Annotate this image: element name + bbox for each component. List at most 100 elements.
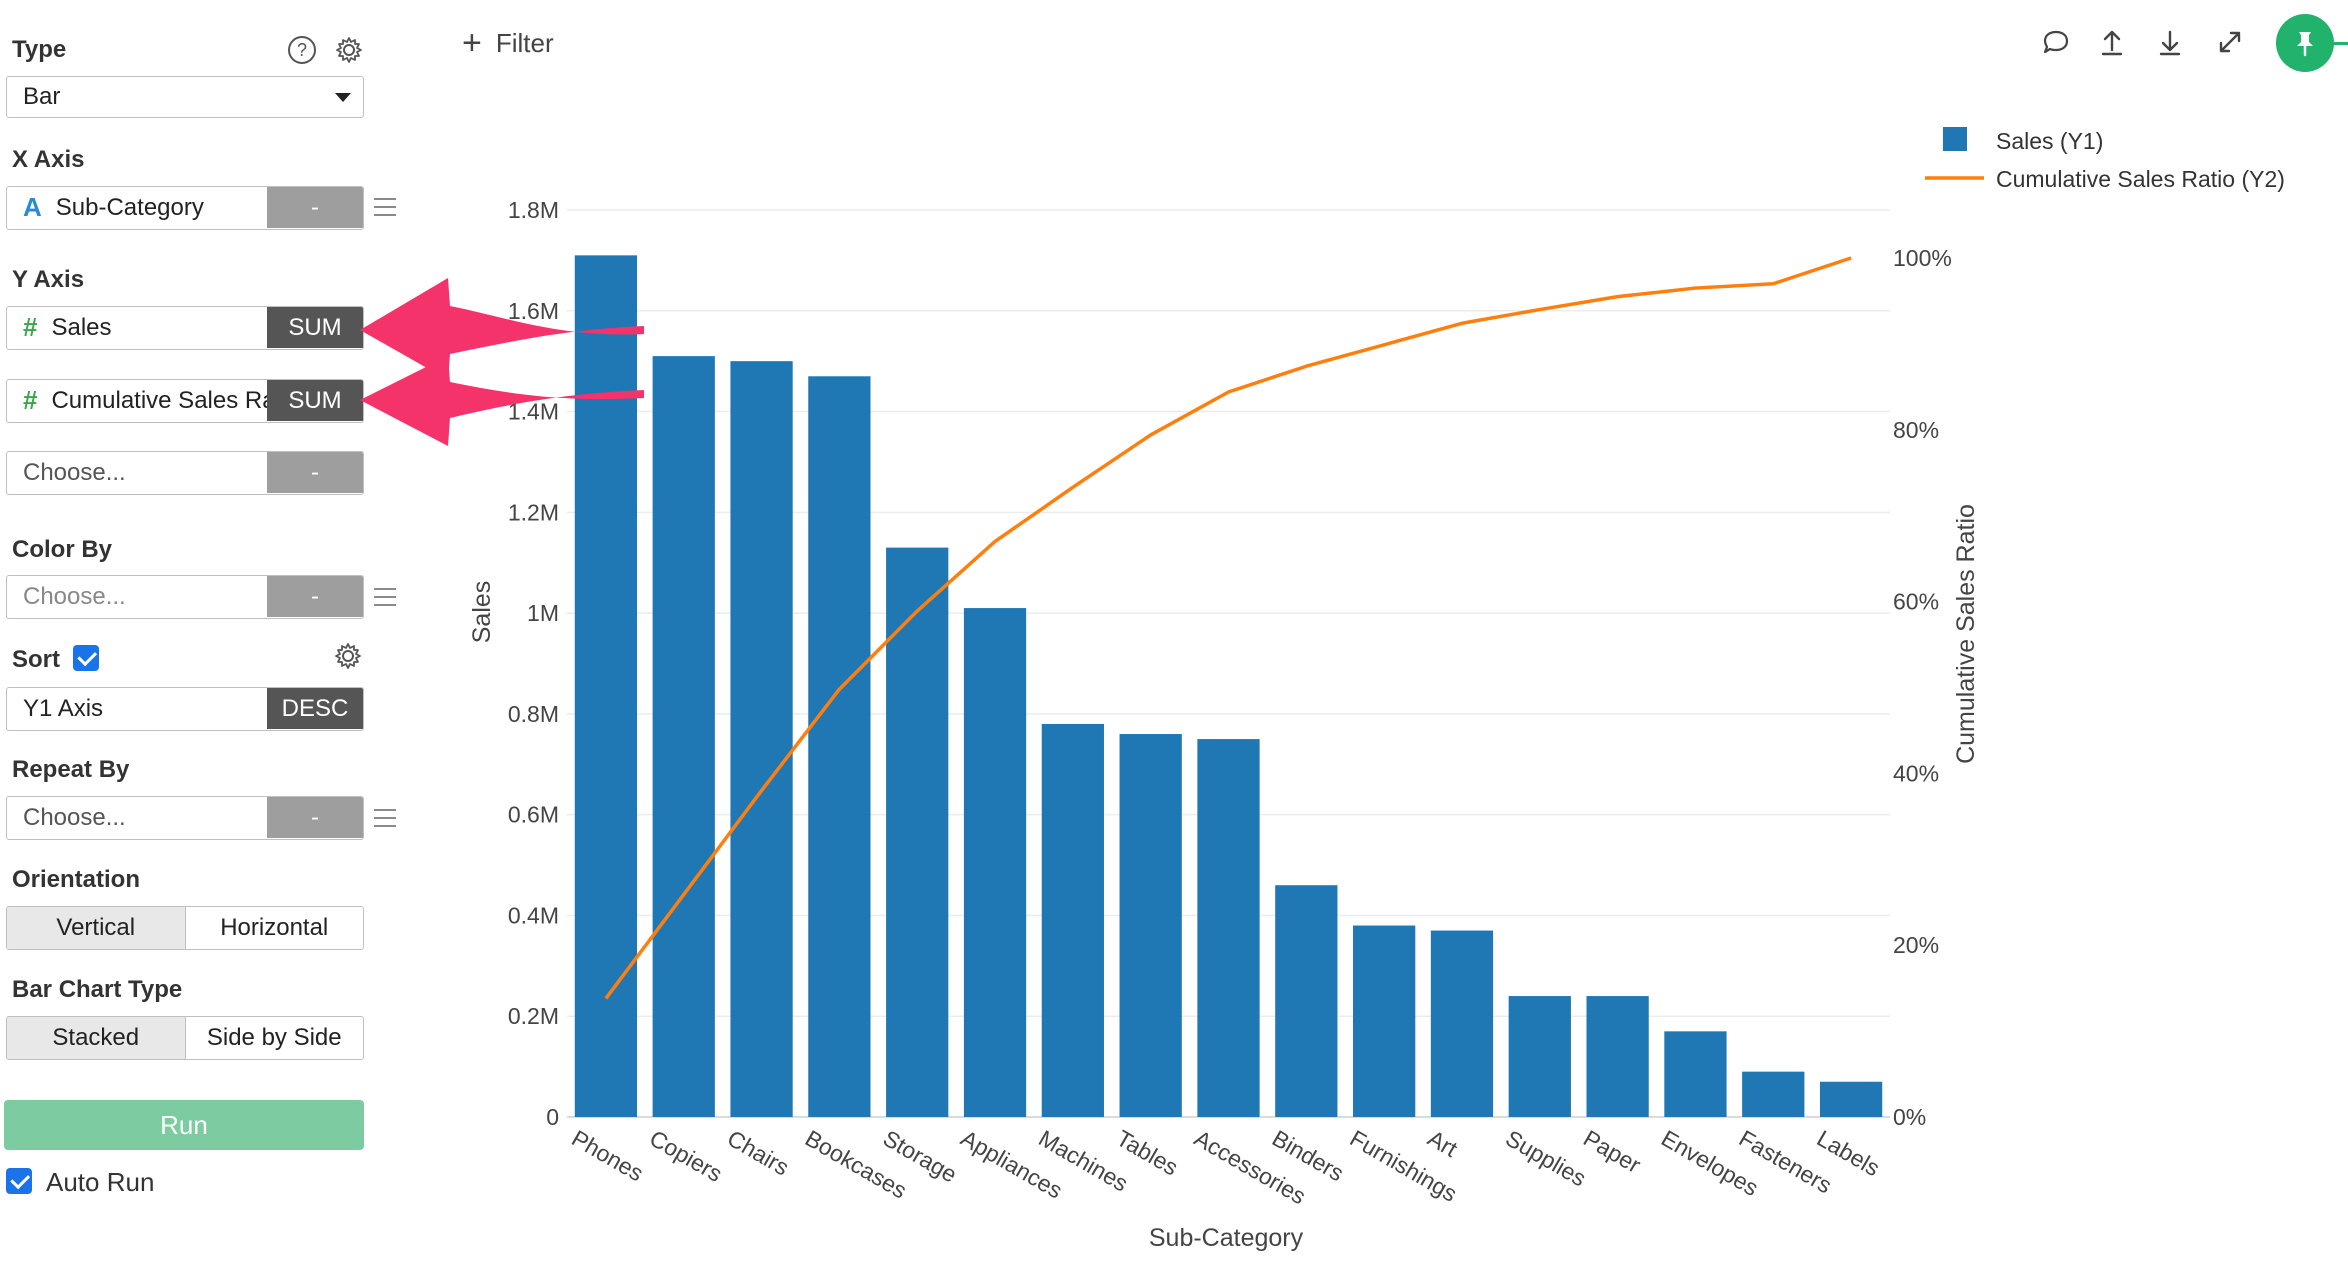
x-axis-agg-button[interactable]: - [267, 187, 363, 228]
sort-field[interactable]: Y1 Axis DESC [6, 687, 364, 731]
bar-furnishings[interactable] [1353, 925, 1416, 1117]
run-button[interactable]: Run [4, 1100, 364, 1150]
upload-icon[interactable] [2094, 24, 2130, 60]
color-by-field[interactable]: Choose... - [6, 575, 364, 619]
bar-copiers[interactable] [652, 356, 715, 1117]
pin-connector [2328, 42, 2348, 45]
color-by-agg-button[interactable]: - [267, 576, 363, 617]
orientation-vertical-button[interactable]: Vertical [7, 907, 185, 949]
y-axis-choose-placeholder: Choose... [23, 458, 126, 486]
chevron-down-icon [335, 93, 351, 102]
comment-icon[interactable] [2038, 24, 2074, 60]
side-by-side-button[interactable]: Side by Side [184, 1017, 363, 1059]
y-tick-label: 1.6M [508, 298, 559, 324]
repeat-by-placeholder: Choose... [23, 803, 126, 831]
menu-icon[interactable] [374, 588, 396, 606]
bar-chart-type-toggle: Stacked Side by Side [6, 1016, 364, 1060]
y2-tick-label: 100% [1893, 245, 1952, 271]
expand-icon[interactable] [2212, 24, 2248, 60]
x-axis-field[interactable]: A Sub-Category - [6, 186, 364, 230]
repeat-by-label: Repeat By [12, 756, 130, 783]
stacked-button[interactable]: Stacked [7, 1017, 185, 1059]
bar-envelopes[interactable] [1664, 1031, 1727, 1117]
bar-accessories[interactable] [1197, 739, 1260, 1117]
auto-run-checkbox[interactable] [6, 1168, 32, 1194]
legend-label-sales: Sales (Y1) [1996, 128, 2103, 154]
y-axis-field-name: Sales [51, 313, 112, 341]
plus-icon: + [462, 24, 482, 62]
sort-checkbox[interactable] [73, 645, 99, 671]
chart-config-panel: Type ? Bar X Axis A Sub-Category - Y Axis… [0, 0, 400, 1262]
gear-icon[interactable] [333, 34, 365, 66]
y-tick-label: 1.2M [508, 499, 559, 525]
y-axis-choose-agg-button[interactable]: - [267, 452, 363, 493]
orientation-label: Orientation [12, 866, 141, 893]
bar-chairs[interactable] [730, 361, 793, 1118]
bars [574, 255, 1883, 1118]
orientation-toggle: Vertical Horizontal [6, 906, 364, 950]
y-axis-field-sales[interactable]: # Sales SUM [6, 306, 364, 350]
pin-button[interactable] [2276, 14, 2334, 72]
legend-swatch-sales [1943, 127, 1967, 151]
y-tick-label: 1.8M [508, 197, 559, 223]
bar-machines[interactable] [1041, 723, 1104, 1117]
x-tick-label: Chairs [723, 1125, 794, 1181]
chart-type-value: Bar [23, 83, 61, 110]
menu-icon[interactable] [374, 809, 396, 827]
y-tick-label: 0.2M [508, 1003, 559, 1029]
y2-tick-label: 0% [1893, 1104, 1926, 1130]
help-icon[interactable]: ? [286, 34, 318, 66]
pin-icon [2297, 32, 2313, 57]
y-axis-title: Sales [468, 581, 496, 644]
y-axis-field-name: Cumulative Sales Ratio [51, 386, 267, 414]
download-icon[interactable] [2152, 24, 2188, 60]
x-tick-label: Supplies [1501, 1125, 1590, 1192]
repeat-by-field[interactable]: Choose... - [6, 796, 364, 840]
bar-storage[interactable] [886, 547, 949, 1117]
bar-paper[interactable] [1586, 996, 1649, 1117]
y-axis-choose-field[interactable]: Choose... - [6, 451, 364, 495]
bar-phones[interactable] [574, 255, 638, 1118]
color-by-label: Color By [12, 536, 113, 563]
x-axis-label: X Axis [12, 146, 85, 173]
bar-labels[interactable] [1819, 1081, 1883, 1117]
y2-tick-label: 20% [1893, 932, 1939, 958]
type-label: Type [12, 36, 67, 63]
annotation-arrow-cumulative [360, 356, 644, 446]
orientation-horizontal-button[interactable]: Horizontal [184, 907, 363, 949]
y2-axis-title: Cumulative Sales Ratio [1952, 504, 1980, 764]
y-axis-field-cumulative-sales-ratio[interactable]: # Cumulative Sales Ratio SUM [6, 379, 364, 423]
filter-button[interactable]: + Filter [462, 26, 554, 60]
y-axis-agg-button[interactable]: SUM [267, 307, 363, 348]
bar-tables[interactable] [1119, 734, 1182, 1117]
bar-art[interactable] [1430, 930, 1494, 1117]
y-tick-label: 0.6M [508, 802, 559, 828]
chart-type-select[interactable]: Bar [6, 76, 364, 118]
bar-appliances[interactable] [963, 608, 1027, 1117]
color-by-placeholder: Choose... [23, 582, 126, 610]
repeat-by-agg-button[interactable]: - [267, 797, 363, 838]
y2-tick-label: 40% [1893, 760, 1939, 786]
y2-tick-label: 60% [1893, 589, 1939, 615]
bar-binders[interactable] [1275, 885, 1338, 1117]
x-tick-label: Art [1423, 1125, 1462, 1163]
annotation-arrow-sales [360, 278, 644, 380]
sort-order-button[interactable]: DESC [267, 688, 363, 729]
bar-bookcases[interactable] [808, 376, 871, 1117]
number-type-icon: # [23, 312, 38, 342]
y-tick-label: 0.4M [508, 902, 559, 928]
bar-fasteners[interactable] [1742, 1071, 1805, 1117]
y-tick-label: 0 [546, 1104, 559, 1130]
y-axis-agg-button[interactable]: SUM [267, 380, 363, 421]
filter-label: Filter [495, 27, 554, 58]
y-axis-label: Y Axis [12, 266, 85, 293]
string-type-icon: A [23, 192, 42, 222]
bar-chart-type-label: Bar Chart Type [12, 976, 183, 1003]
gear-icon[interactable] [332, 640, 364, 672]
menu-icon[interactable] [374, 198, 396, 216]
bar-supplies[interactable] [1508, 996, 1571, 1117]
y2-axis-ticks: 0% 20% 40% 60% 80% 100% [1893, 245, 1952, 1130]
